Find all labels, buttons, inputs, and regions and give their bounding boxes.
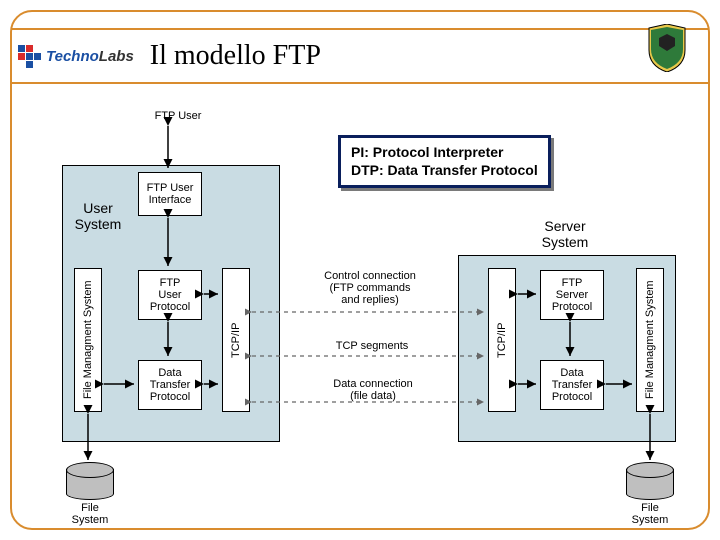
legend-box: PI: Protocol Interpreter DTP: Data Trans… — [338, 135, 551, 188]
logo-text-1: Techno — [46, 48, 99, 65]
right-file-system-label: File System — [622, 502, 678, 526]
logo-mark — [18, 45, 40, 67]
legend-line-1: PI: Protocol Interpreter — [351, 144, 538, 162]
user-system-label: User System — [68, 200, 128, 232]
server-system-label: Server System — [530, 218, 600, 250]
ftp-user-label: FTP User — [138, 110, 218, 122]
crest-icon — [646, 24, 688, 72]
server-fms-box: File Managment System — [636, 268, 664, 412]
user-dtp-box: Data Transfer Protocol — [138, 360, 202, 410]
right-file-system-top — [626, 462, 674, 478]
title-bar: TechnoLabs Il modello FTP — [12, 28, 708, 84]
server-dtp-box: Data Transfer Protocol — [540, 360, 604, 410]
user-tcpip-box: TCP/IP — [222, 268, 250, 412]
left-file-system-label: File System — [62, 502, 118, 526]
ftp-user-interface-box: FTP User Interface — [138, 172, 202, 216]
logo-text-2: Labs — [99, 48, 134, 65]
tcp-segments-label: TCP segments — [322, 340, 422, 352]
user-fms-box: File Managment System — [74, 268, 102, 412]
technolabs-logo: TechnoLabs — [18, 45, 134, 67]
legend-line-2: DTP: Data Transfer Protocol — [351, 162, 538, 180]
control-connection-label: Control connection (FTP commands and rep… — [310, 270, 430, 306]
data-connection-label: Data connection (file data) — [318, 378, 428, 402]
slide: TechnoLabs Il modello FTP PI: Protocol I… — [0, 0, 720, 540]
left-file-system-top — [66, 462, 114, 478]
page-title: Il modello FTP — [150, 40, 321, 72]
ftp-user-protocol-box: FTP User Protocol — [138, 270, 202, 320]
ftp-server-protocol-box: FTP Server Protocol — [540, 270, 604, 320]
server-tcpip-box: TCP/IP — [488, 268, 516, 412]
